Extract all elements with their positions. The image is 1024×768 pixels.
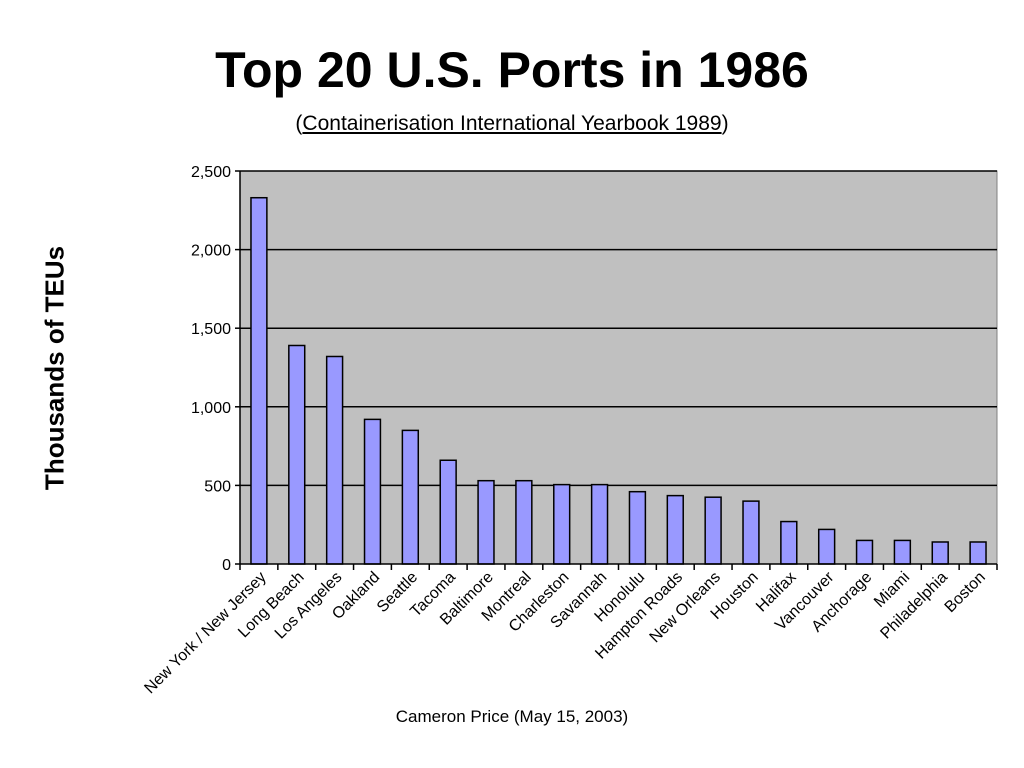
x-tick-label: Boston <box>942 569 989 616</box>
subtitle-open-paren: ( <box>295 112 303 135</box>
bar-halifax <box>780 520 798 565</box>
bar-charleston <box>553 483 571 565</box>
axes <box>235 170 998 570</box>
chart-subtitle: (Containerisation International Yearbook… <box>0 111 1024 137</box>
bar-new-york-new-jersey <box>250 196 268 565</box>
bar-philadelphia <box>931 541 949 565</box>
bar-los-angeles <box>325 355 344 565</box>
chart-title: Top 20 U.S. Ports in 1986 <box>215 42 809 98</box>
y-tick-labels: 0 500 1,000 1,500 2,000 2,500 <box>191 164 231 574</box>
bar-montreal <box>515 479 533 565</box>
bar-vancouver <box>817 528 836 565</box>
bar-oakland <box>363 418 382 565</box>
y-tick-label: 2,000 <box>191 243 231 260</box>
y-tick-label: 0 <box>222 557 231 574</box>
plot-area <box>239 170 998 565</box>
bar-tacoma <box>439 459 457 565</box>
bar-long-beach <box>288 344 306 565</box>
bar-anchorage <box>855 539 874 565</box>
bar-miami <box>893 539 912 565</box>
bar-honolulu <box>628 490 647 565</box>
subtitle-close-paren: ) <box>721 112 729 135</box>
bar-houston <box>742 500 760 565</box>
bars <box>250 196 987 565</box>
bar-seattle <box>401 429 420 565</box>
bar-new-orleans <box>704 496 722 565</box>
bar-boston <box>969 541 987 565</box>
plot-background <box>239 170 998 565</box>
y-tick-label: 500 <box>204 478 231 495</box>
footer-credit: Cameron Price (May 15, 2003) <box>395 707 629 726</box>
x-tick-label: Philadelphia <box>877 569 951 643</box>
bar-baltimore <box>477 479 495 565</box>
y-tick-label: 1,000 <box>191 400 231 417</box>
bar-savannah <box>590 483 609 565</box>
source-link[interactable]: Containerisation International Yearbook … <box>302 112 722 135</box>
y-tick-label: 1,500 <box>191 321 231 338</box>
bar-hampton-roads <box>666 494 684 565</box>
y-tick-label: 2,500 <box>191 164 231 181</box>
